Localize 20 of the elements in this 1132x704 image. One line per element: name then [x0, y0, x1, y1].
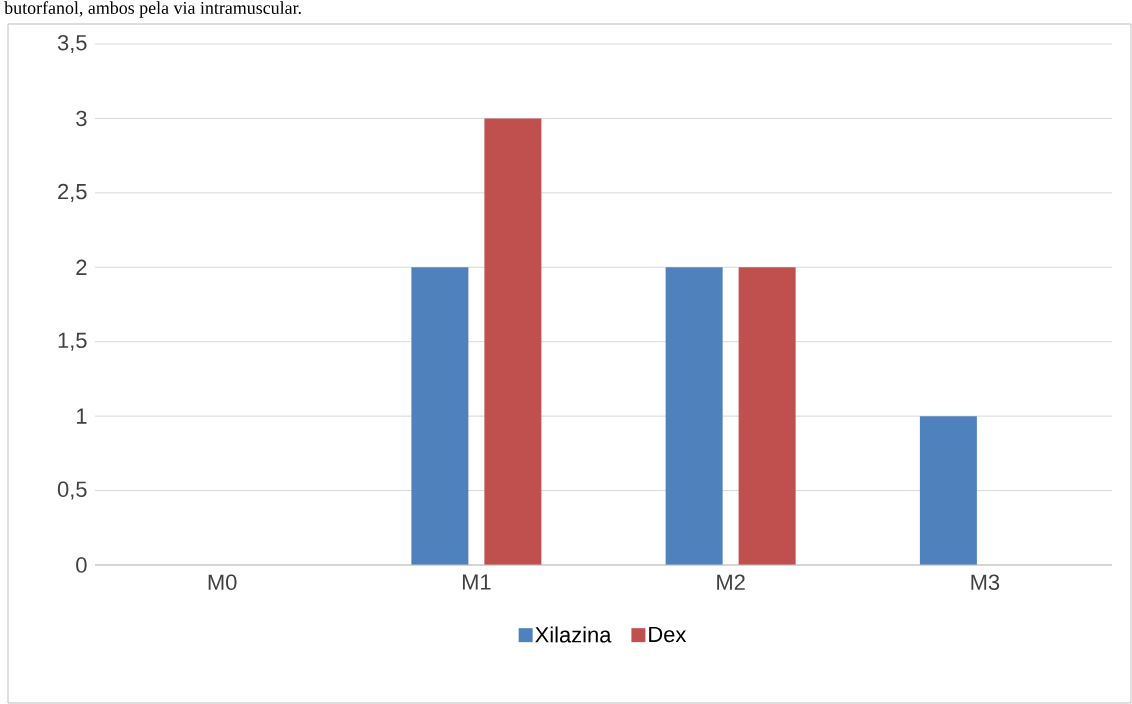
y-tick-label: 1 [76, 408, 87, 424]
y-tick-label: 0 [76, 557, 87, 573]
bar [411, 267, 469, 565]
bar [738, 267, 796, 565]
x-tick-label: M0 [208, 574, 237, 591]
y-tick-label: 3,5 [57, 34, 87, 54]
x-tick-label: M1 [462, 574, 491, 590]
y-tick-label: 1,5 [58, 332, 87, 351]
legend-label: Dex [649, 626, 687, 643]
bar [484, 118, 542, 565]
x-tick-label: M2 [717, 574, 745, 590]
bar [665, 267, 723, 565]
x-tick-label: M3 [971, 574, 1000, 591]
y-tick-label: 2,5 [58, 183, 87, 202]
y-tick-label: 3 [76, 110, 87, 127]
text: butorfanol, ambos pela via intramuscular. [4, 1, 301, 18]
legend-label: Xilazina [535, 626, 612, 643]
y-tick-label: 2 [76, 259, 87, 275]
bar [919, 416, 977, 565]
y-tick-label: 0,5 [57, 481, 87, 500]
